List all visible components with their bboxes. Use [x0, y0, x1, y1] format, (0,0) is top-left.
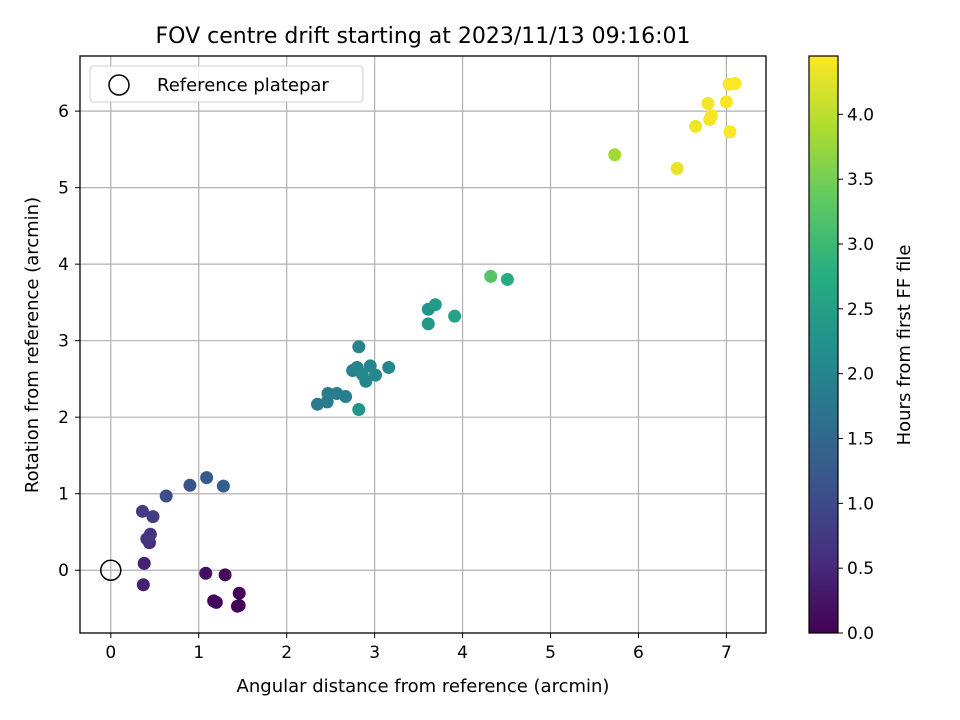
data-point [382, 360, 396, 374]
data-point [136, 578, 150, 592]
colorbar-tick-label: 3.5 [847, 170, 874, 190]
data-point [701, 96, 715, 110]
data-point [146, 510, 160, 524]
colorbar-tick-label: 0.0 [847, 624, 874, 644]
y-tick-label: 0 [58, 561, 69, 581]
data-point [143, 527, 157, 541]
x-axis-ticks: 0 1 2 3 4 5 6 7 [105, 633, 732, 663]
data-point [135, 504, 149, 518]
y-tick-label: 2 [58, 408, 69, 428]
legend-box [89, 65, 364, 103]
x-tick-label: 3 [369, 643, 380, 663]
data-point [369, 368, 383, 382]
x-tick-label: 2 [281, 643, 292, 663]
data-point [230, 599, 244, 613]
data-point [200, 471, 214, 485]
colorbar-tick-label: 1.0 [847, 494, 874, 514]
data-point [728, 77, 742, 91]
colorbar-tick-label: 0.5 [847, 559, 874, 579]
data-point [428, 298, 442, 312]
data-points [135, 77, 742, 613]
y-axis-label: Rotation from reference (arcmin) [22, 197, 43, 493]
data-point [723, 125, 737, 139]
colorbar-tick-label: 2.5 [847, 300, 874, 320]
data-point [689, 119, 703, 133]
data-point [207, 594, 221, 608]
colorbar-tick-label: 4.0 [847, 105, 874, 125]
y-tick-label: 5 [58, 179, 69, 199]
data-point [339, 390, 353, 404]
data-point [355, 367, 369, 381]
data-point [352, 340, 366, 354]
data-point [484, 269, 498, 283]
colorbar-ticks: 0.0 0.5 1.0 1.5 2.0 2.5 3.0 3.5 4.0 [838, 105, 874, 644]
reference-point [100, 559, 122, 581]
data-point [352, 403, 366, 417]
data-point [159, 489, 173, 503]
data-point [608, 148, 622, 162]
data-point [232, 586, 246, 600]
x-tick-label: 1 [193, 643, 204, 663]
gridlines [80, 56, 766, 633]
y-tick-label: 1 [58, 485, 69, 505]
reference-marker [100, 559, 122, 581]
x-tick-label: 4 [457, 643, 468, 663]
data-point [216, 479, 230, 493]
data-point [448, 309, 462, 323]
plot-frame [79, 55, 767, 634]
x-tick-label: 5 [545, 643, 556, 663]
x-tick-label: 0 [105, 643, 116, 663]
colorbar-label: Hours from first FF file [894, 245, 915, 446]
data-point [719, 95, 733, 109]
data-point [137, 556, 151, 570]
x-axis-label: Angular distance from reference (arcmin) [237, 676, 610, 697]
data-point [199, 566, 213, 580]
colorbar [809, 56, 838, 633]
y-axis-ticks: 0 1 2 3 4 5 6 [58, 102, 80, 581]
colorbar-tick-label: 3.0 [847, 235, 874, 255]
colorbar-frame [808, 55, 839, 634]
data-point [183, 478, 197, 492]
colorbar-tick-label: 1.5 [847, 430, 874, 450]
colorbar-tick-label: 2.0 [847, 365, 874, 385]
legend-label: Reference platepar [157, 75, 329, 96]
legend-marker [108, 74, 130, 96]
data-point [670, 161, 684, 175]
data-point [704, 109, 718, 123]
data-point [500, 272, 514, 286]
x-tick-label: 7 [721, 643, 732, 663]
data-point [218, 568, 232, 582]
y-tick-label: 3 [58, 332, 69, 352]
chart-title: FOV centre drift starting at 2023/11/13 … [156, 24, 691, 49]
x-tick-label: 6 [633, 643, 644, 663]
y-tick-label: 4 [58, 255, 69, 275]
legend: Reference platepar [89, 65, 364, 103]
y-tick-label: 6 [58, 102, 69, 122]
data-point [421, 317, 435, 331]
